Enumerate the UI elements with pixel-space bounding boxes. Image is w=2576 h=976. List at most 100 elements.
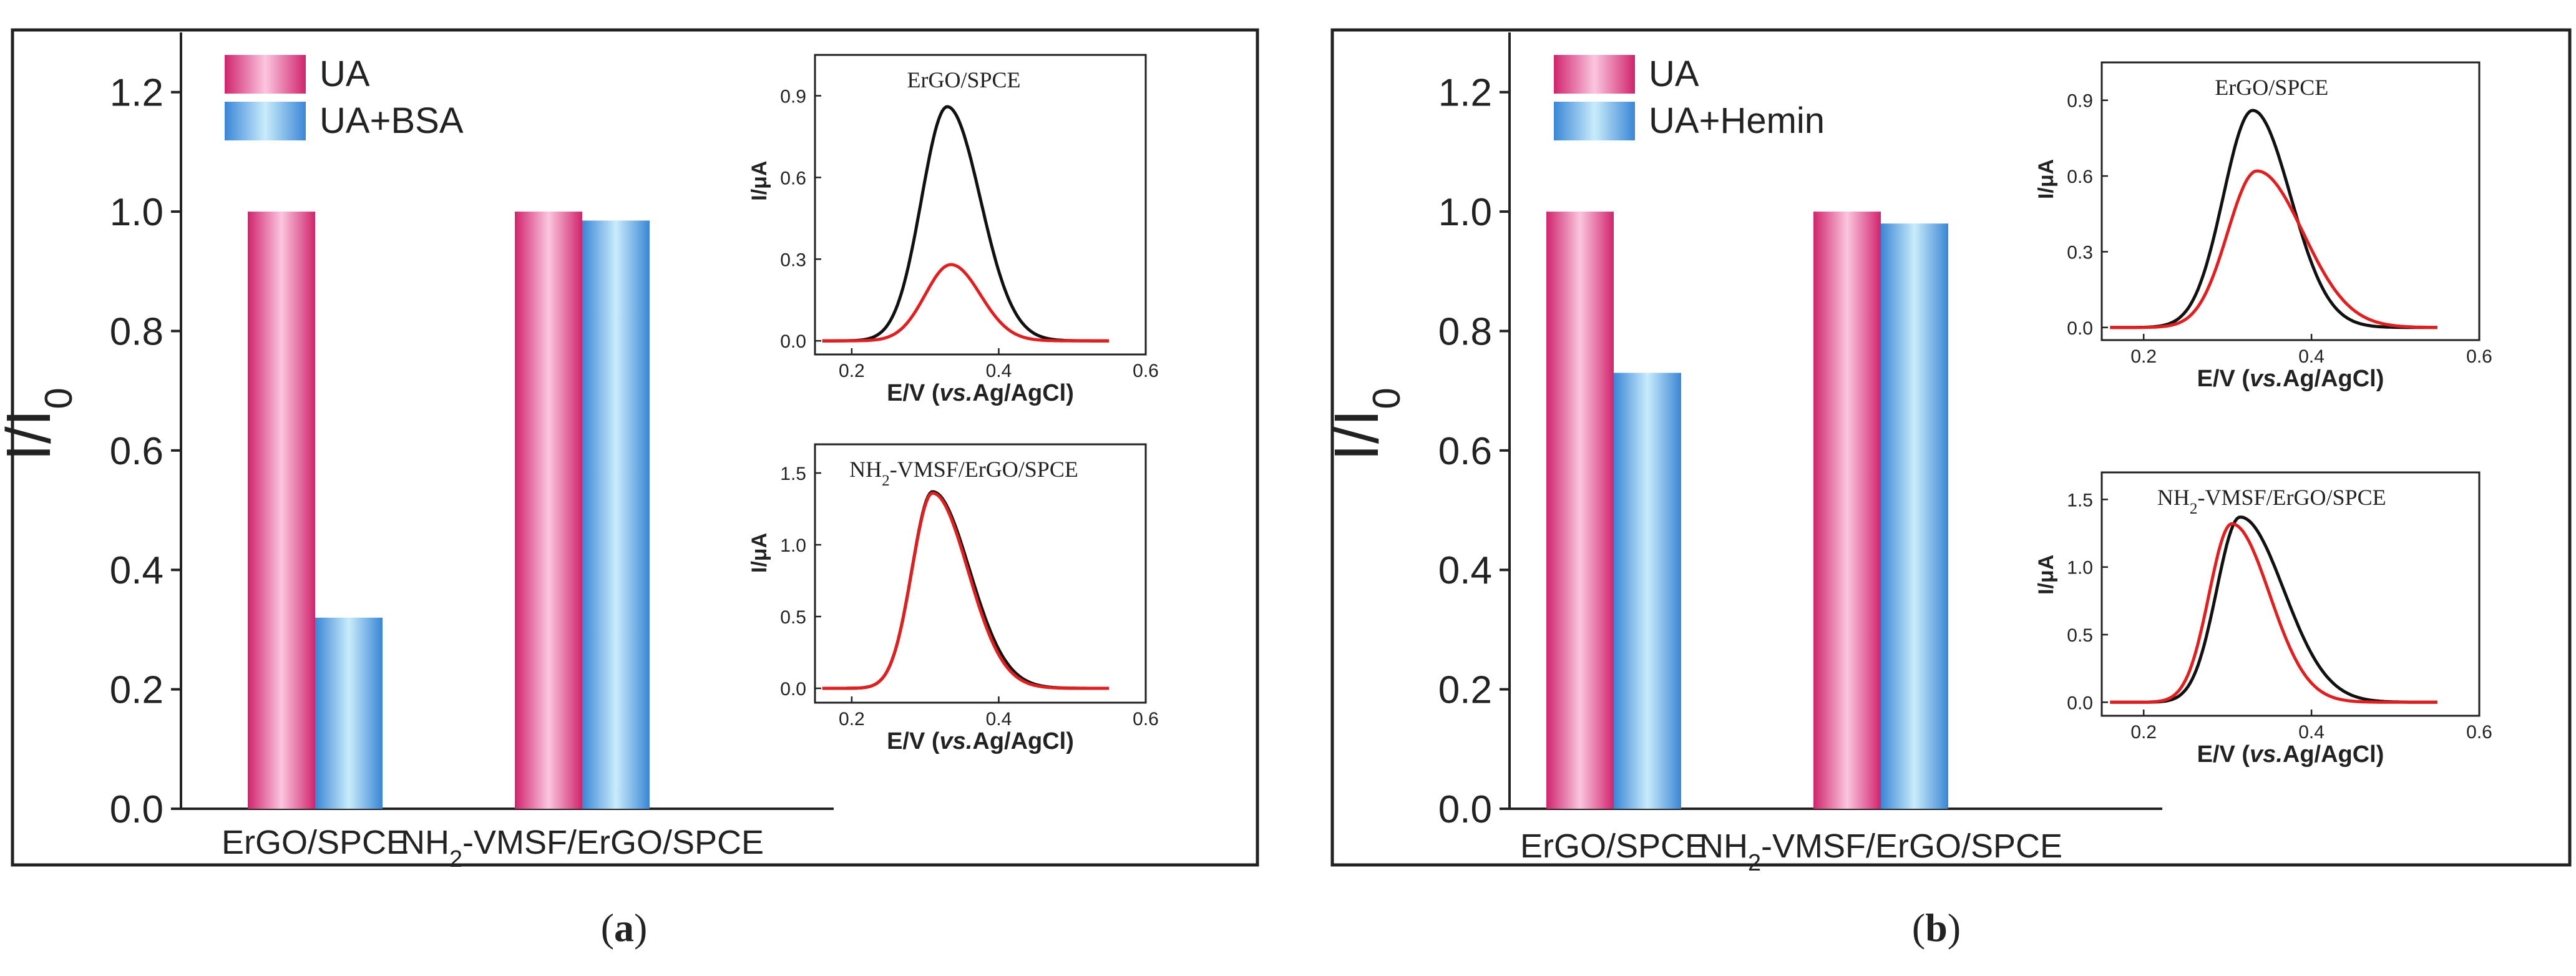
inset-x-tick-label: 0.4	[2298, 346, 2325, 367]
panel-caption: (b)	[1912, 905, 1961, 950]
y-tick-label: 0.8	[1438, 310, 1492, 353]
legend-swatch	[225, 55, 306, 94]
inset-y-tick-label: 0.5	[2067, 625, 2093, 646]
y-tick-label: 0.6	[110, 430, 163, 473]
legend-label: UA+Hemin	[1649, 100, 1825, 141]
x-category-label: NH2-VMSF/ErGO/SPCE	[1699, 827, 2062, 876]
inset-x-axis-label-prefix: E/V (	[2197, 741, 2250, 768]
inset-y-tick-label: 1.0	[2067, 558, 2093, 578]
label-part: -VMSF/ErGO/SPCE	[1761, 827, 2062, 865]
y-axis-label-main: I/I	[0, 409, 64, 461]
caption-paren: )	[634, 905, 647, 950]
inset-title: ErGO/SPCE	[2215, 75, 2328, 100]
inset-chart-1: NH2-VMSF/ErGO/SPCE 0.0 0.5 1.0 1.5 0.2 0.4 0.6 I…	[748, 443, 1159, 754]
bar-ua-0	[1546, 212, 1614, 809]
inset-x-tick-label: 0.2	[2130, 346, 2157, 367]
y-tick-label: 0.8	[110, 310, 163, 353]
inset-title: NH2-VMSF/ErGO/SPCE	[849, 457, 1078, 489]
inset-y-axis-label: I/μA	[2034, 159, 2058, 199]
legend-label: UA	[320, 54, 370, 94]
inset-title: ErGO/SPCE	[907, 67, 1020, 92]
x-category-label: NH2-VMSF/ErGO/SPCE	[401, 824, 764, 872]
panel-frame	[11, 28, 1259, 867]
y-tick-label: 0.0	[110, 788, 163, 831]
inset-x-axis-label: E/V (vs.Ag/AgCl)	[2197, 366, 2384, 392]
inset-x-tick-label: 0.2	[839, 709, 865, 730]
inset-y-tick-label: 0.6	[780, 168, 806, 188]
caption-paren: )	[1948, 905, 1961, 950]
y-tick-label: 0.0	[1438, 788, 1492, 831]
inset-x-tick-label: 0.6	[2466, 722, 2492, 743]
inset-y-tick-label: 0.6	[2067, 167, 2093, 187]
inset-x-axis-label-suffix: Ag/AgCl)	[972, 380, 1074, 406]
legend-label: UA	[1649, 54, 1699, 94]
bar-ua-bsa-1	[582, 220, 650, 809]
inset-y-tick-label: 0.9	[2067, 91, 2093, 112]
y-tick-label: 1.2	[110, 72, 163, 115]
legend: UA UA+BSA	[225, 54, 464, 141]
inset-x-axis-label: E/V (vs.Ag/AgCl)	[887, 380, 1074, 406]
inset-x-tick-label: 0.6	[1133, 361, 1159, 381]
label-subscript: 2	[2190, 500, 2198, 517]
label-subscript: 2	[1748, 850, 1761, 876]
y-axis-label-subscript: 0	[37, 388, 80, 409]
inset-y-tick-label: 0.0	[2067, 318, 2093, 339]
legend-swatch	[225, 102, 306, 140]
y-tick-label: 0.4	[1438, 549, 1492, 592]
y-axis-label-subscript: 0	[1365, 388, 1408, 409]
legend-swatch	[1554, 55, 1635, 94]
inset-x-tick-label: 0.4	[2298, 722, 2325, 743]
label-part: -VMSF/ErGO/SPCE	[890, 457, 1078, 482]
y-tick-label: 1.2	[1438, 72, 1492, 115]
caption-letter: b	[1925, 905, 1948, 950]
inset-x-axis-label-suffix: Ag/AgCl)	[2283, 366, 2384, 392]
y-axis-label: I/I0	[1322, 388, 1408, 461]
inset-curve-1	[822, 263, 1110, 343]
label-part: NH	[849, 457, 882, 482]
caption-paren: (	[601, 905, 614, 950]
inset-y-tick-label: 1.5	[780, 464, 806, 484]
bar-ua-1	[1813, 212, 1881, 809]
panel-frame	[1330, 28, 2572, 867]
label-part: -VMSF/ErGO/SPCE	[2198, 485, 2386, 510]
panel-caption: (a)	[601, 905, 648, 950]
inset-x-axis-label-italic: vs.	[940, 728, 973, 754]
legend-swatch	[1554, 102, 1635, 140]
inset-y-tick-label: 0.0	[2067, 693, 2093, 713]
y-tick-label: 0.4	[110, 549, 163, 592]
y-tick-label: 0.2	[110, 669, 163, 712]
inset-x-tick-label: 0.2	[839, 361, 865, 381]
bar-ua-hemin-0	[1614, 373, 1681, 809]
label-part: -VMSF/ErGO/SPCE	[462, 824, 764, 861]
inset-x-tick-label: 0.6	[2466, 346, 2492, 367]
inset-x-axis-label-italic: vs.	[2250, 741, 2283, 768]
inset-chart-0: ErGO/SPCE 0.0 0.3 0.6 0.9 0.2 0.4 0.6 I/μA E/V (v…	[2034, 61, 2492, 392]
inset-curve-1	[2110, 522, 2437, 704]
inset-x-axis-label: E/V (vs.Ag/AgCl)	[2197, 741, 2384, 768]
inset-y-tick-label: 0.5	[780, 607, 806, 628]
inset-x-axis-label-italic: vs.	[940, 380, 973, 406]
inset-y-tick-label: 0.0	[780, 679, 806, 700]
y-axis-label: I/I0	[0, 388, 80, 461]
x-category-label: ErGO/SPCE	[1520, 827, 1707, 865]
inset-x-axis-label-suffix: Ag/AgCl)	[2283, 741, 2384, 768]
bar-ua-0	[248, 212, 315, 809]
inset-x-axis-label-italic: vs.	[2250, 366, 2283, 392]
inset-x-tick-label: 0.4	[986, 361, 1012, 381]
bar-ua-bsa-0	[315, 617, 383, 809]
inset-x-axis-label-prefix: E/V (	[2197, 366, 2250, 392]
inset-y-tick-label: 0.9	[780, 86, 806, 107]
y-tick-label: 0.6	[1438, 430, 1492, 473]
y-axis-label-main: I/I	[1322, 409, 1392, 461]
inset-y-tick-label: 0.3	[780, 250, 806, 270]
inset-y-axis-label: I/μA	[2034, 555, 2058, 595]
inset-y-axis-label: I/μA	[748, 533, 771, 573]
bar-ua-1	[515, 212, 582, 809]
inset-x-axis-label: E/V (vs.Ag/AgCl)	[887, 728, 1074, 754]
inset-y-tick-label: 1.5	[2067, 490, 2093, 510]
inset-x-axis-label-suffix: Ag/AgCl)	[972, 728, 1074, 754]
label-part: NH	[2157, 485, 2190, 510]
inset-y-tick-label: 0.3	[2067, 242, 2093, 263]
inset-y-axis-label: I/μA	[748, 160, 771, 200]
